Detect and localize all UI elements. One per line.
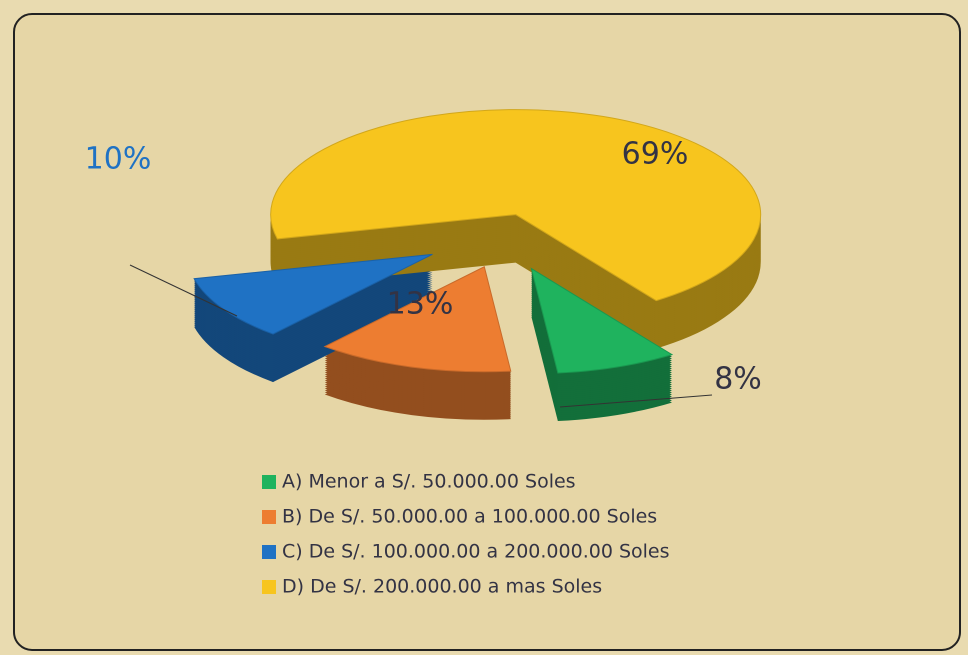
legend-swatch bbox=[262, 545, 276, 559]
data-label: 8% bbox=[714, 362, 762, 397]
legend-label: A) Menor a S/. 50.000.00 Soles bbox=[282, 471, 576, 493]
legend-label: D) De S/. 200.000.00 a mas Soles bbox=[282, 576, 602, 598]
legend-label: B) De S/. 50.000.00 a 100.000.00 Soles bbox=[282, 506, 657, 528]
slice bbox=[530, 267, 674, 374]
slice bbox=[323, 266, 512, 373]
data-label: 69% bbox=[622, 137, 689, 172]
leader-line bbox=[559, 394, 713, 408]
legend-swatch bbox=[262, 580, 276, 594]
data-label: 13% bbox=[387, 287, 454, 322]
legend-label: C) De S/. 100.000.00 a 200.000.00 Soles bbox=[282, 541, 670, 563]
data-label: 10% bbox=[85, 142, 152, 177]
leader-line bbox=[129, 264, 238, 317]
slice bbox=[270, 109, 762, 302]
legend-swatch bbox=[262, 510, 276, 524]
legend-swatch bbox=[262, 475, 276, 489]
